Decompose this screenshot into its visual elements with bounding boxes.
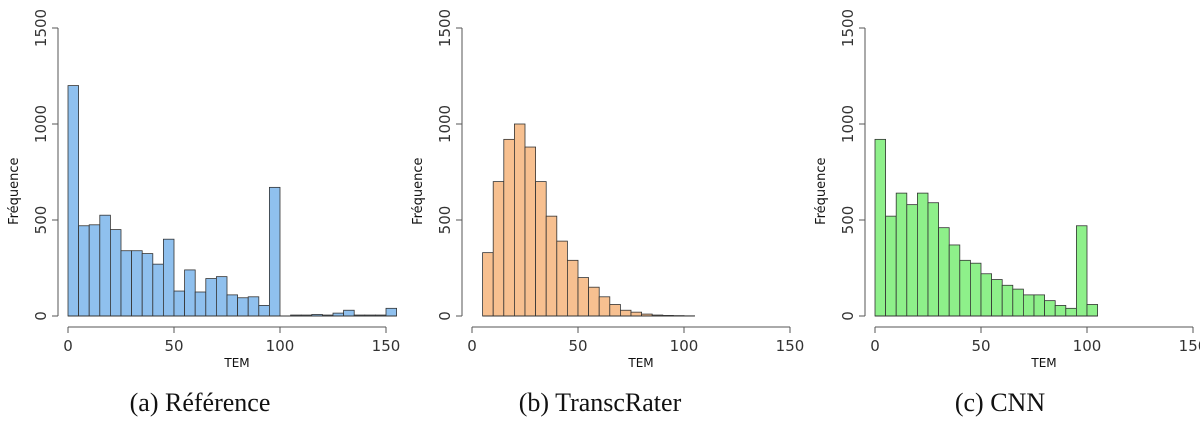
x-tick-label: 100 <box>1073 337 1102 355</box>
histogram-bar <box>120 250 132 317</box>
x-tick-label: 100 <box>266 337 295 355</box>
histogram-bar <box>938 227 950 317</box>
y-tick-label: 0 <box>436 311 454 321</box>
histogram-bar <box>556 240 568 317</box>
histogram-bar <box>1023 294 1035 317</box>
histogram-bar <box>906 204 918 317</box>
histogram-bar <box>67 85 79 317</box>
histogram-bar <box>110 229 122 317</box>
y-tick-label: 500 <box>436 206 454 235</box>
y-axis-label: Fréquence <box>7 157 22 224</box>
x-tick-label: 150 <box>776 337 805 355</box>
histogram-bar <box>205 278 217 317</box>
x-tick-label: 50 <box>568 337 587 355</box>
histogram-bar <box>1065 307 1077 317</box>
histogram-bar <box>948 244 961 317</box>
histogram-bar <box>1033 294 1045 317</box>
histogram-bar <box>268 186 281 317</box>
y-axis-label: Fréquence <box>411 157 426 224</box>
histogram-bar <box>503 138 515 317</box>
histogram-bar <box>152 263 164 317</box>
histogram-bar <box>131 250 143 317</box>
histogram-bar <box>588 286 600 317</box>
y-tick-label: 1500 <box>32 9 50 47</box>
panel-reference: 0 50 100 150 TEM 0 500 1000 1500 Fréquence <box>7 9 400 370</box>
histogram-bar <box>991 279 1003 317</box>
histogram-bar <box>194 291 207 317</box>
histogram-bar <box>514 123 526 317</box>
histogram-bar <box>492 181 505 317</box>
y-tick-label: 1000 <box>436 105 454 143</box>
histogram-bar <box>630 311 643 317</box>
x-tick-label: 50 <box>971 337 990 355</box>
x-tick-label: 150 <box>1179 337 1200 355</box>
histogram-bar <box>1086 304 1098 317</box>
x-axis-label: TEM <box>627 356 653 370</box>
histogram-bar <box>215 276 228 317</box>
histogram-bar <box>1044 300 1056 317</box>
x-tick-label: 0 <box>63 337 73 355</box>
histogram-bar <box>1054 305 1067 317</box>
histogram-bar <box>78 225 90 317</box>
histogram-bar <box>184 269 196 317</box>
histogram-bar <box>535 181 547 317</box>
y-axis-label: Fréquence <box>814 157 829 224</box>
y-tick-label: 1000 <box>32 105 50 143</box>
x-tick-label: 50 <box>164 337 183 355</box>
panel-cnn: 0 50 100 150 TEM 0 500 1000 1500 Fréquence <box>814 9 1200 370</box>
x-tick-label: 0 <box>870 337 880 355</box>
histogram-bar <box>88 224 101 317</box>
histogram-bar <box>609 304 621 317</box>
histogram-bar <box>237 297 249 317</box>
caption-transcrater: (b) TranscRater <box>518 388 682 417</box>
histogram-bar <box>917 192 929 317</box>
histogram-bar <box>173 290 185 317</box>
x-axis-label: TEM <box>1030 356 1056 370</box>
x-tick-label: 150 <box>372 337 401 355</box>
histogram-bar <box>1001 284 1014 317</box>
y-tick-label: 500 <box>839 206 857 235</box>
histogram-bar <box>598 296 611 317</box>
y-tick-label: 1000 <box>839 105 857 143</box>
histogram-bar <box>895 192 908 317</box>
x-tick-label: 0 <box>467 337 477 355</box>
histogram-bar <box>874 138 887 317</box>
histogram-bar <box>482 252 494 317</box>
histogram-bar <box>980 273 993 317</box>
caption-cnn: (c) CNN <box>954 388 1046 417</box>
x-tick-label: 100 <box>670 337 699 355</box>
histogram-bar <box>620 309 632 317</box>
y-tick-label: 1500 <box>436 9 454 47</box>
histogram-bar <box>885 215 897 317</box>
histogram-bar <box>545 215 558 317</box>
histogram-bar <box>343 309 355 317</box>
histogram-bar <box>162 238 175 317</box>
histogram-bar <box>1076 225 1088 317</box>
caption-reference: (a) Référence <box>129 388 271 417</box>
histogram-bar <box>524 146 537 317</box>
histogram-bar <box>959 259 971 317</box>
histogram-bar <box>970 262 982 317</box>
histogram-bar <box>226 294 238 317</box>
histogram-bar <box>141 253 154 317</box>
y-tick-label: 500 <box>32 206 50 235</box>
histogram-bar <box>258 305 270 317</box>
x-axis-label: TEM <box>223 356 249 370</box>
histogram-bar <box>567 259 579 317</box>
y-tick-label: 0 <box>32 311 50 321</box>
y-tick-label: 1500 <box>839 9 857 47</box>
histogram-bar <box>99 214 111 317</box>
y-tick-label: 0 <box>839 311 857 321</box>
histogram-bar <box>1012 288 1024 317</box>
panel-transcrater: 0 50 100 150 TEM 0 500 1000 1500 Fréquence <box>411 9 804 370</box>
histogram-bar <box>577 277 590 317</box>
histogram-bar <box>247 296 260 317</box>
histogram-bar <box>385 307 398 317</box>
histogram-bar <box>927 202 940 317</box>
